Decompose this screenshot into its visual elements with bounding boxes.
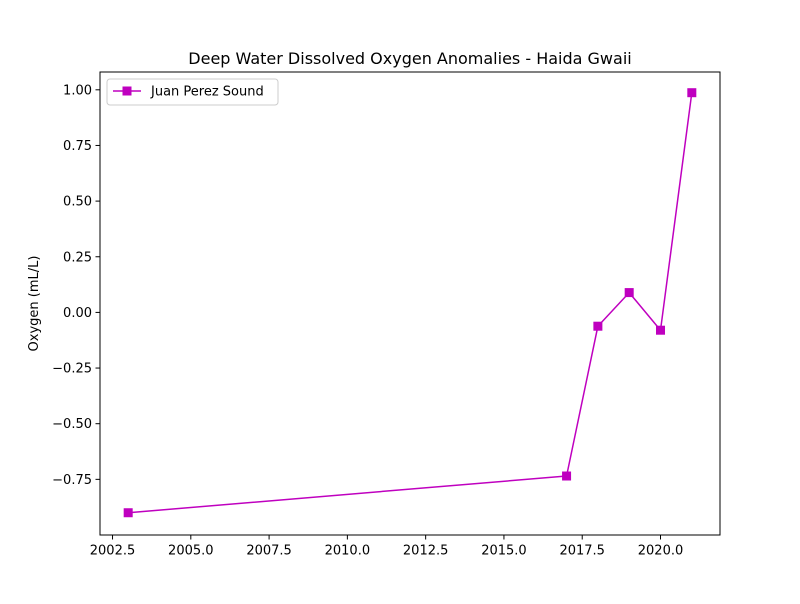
x-tick-label: 2010.0 (325, 544, 371, 559)
data-point-marker (562, 471, 572, 481)
y-axis-label: Oxygen (mL/L) (27, 256, 42, 352)
x-tick-label: 2020.0 (638, 544, 684, 559)
chart-title: Deep Water Dissolved Oxygen Anomalies - … (188, 49, 631, 68)
series-line (128, 92, 693, 514)
y-tick-label: 0.25 (63, 250, 92, 265)
x-tick-label: 2002.5 (90, 544, 136, 559)
y-tick-label: 0.00 (63, 306, 92, 321)
y-tick-label: −0.25 (52, 362, 92, 377)
data-point-marker (624, 288, 634, 298)
y-axis-ticks: −0.75 −0.50 −0.25 0.00 0.25 0.50 0.75 1.00 (52, 83, 100, 488)
legend-entry-label: Juan Perez Sound (150, 85, 264, 100)
series-layer (123, 88, 697, 518)
data-point-marker (123, 508, 133, 518)
legend: Juan Perez Sound (106, 78, 279, 106)
x-tick-label: 2015.0 (481, 544, 527, 559)
data-point-marker (687, 88, 697, 98)
x-tick-label: 2007.5 (246, 544, 292, 559)
legend-marker-square (122, 86, 132, 96)
y-tick-label: 1.00 (63, 83, 92, 98)
plot-area-frame (99, 71, 721, 536)
x-tick-label: 2012.5 (403, 544, 449, 559)
y-tick-label: 0.50 (63, 195, 92, 210)
y-tick-label: 0.75 (63, 139, 92, 154)
data-point-marker (593, 321, 603, 331)
y-tick-label: −0.75 (52, 473, 92, 488)
x-tick-label: 2005.0 (168, 544, 214, 559)
x-tick-label: 2017.5 (559, 544, 605, 559)
y-tick-label: −0.50 (52, 417, 92, 432)
x-axis-ticks: 2002.5 2005.0 2007.5 2010.0 2012.5 2015.0 2017… (90, 535, 683, 559)
data-point-marker (656, 325, 666, 335)
legend-box (106, 78, 279, 106)
